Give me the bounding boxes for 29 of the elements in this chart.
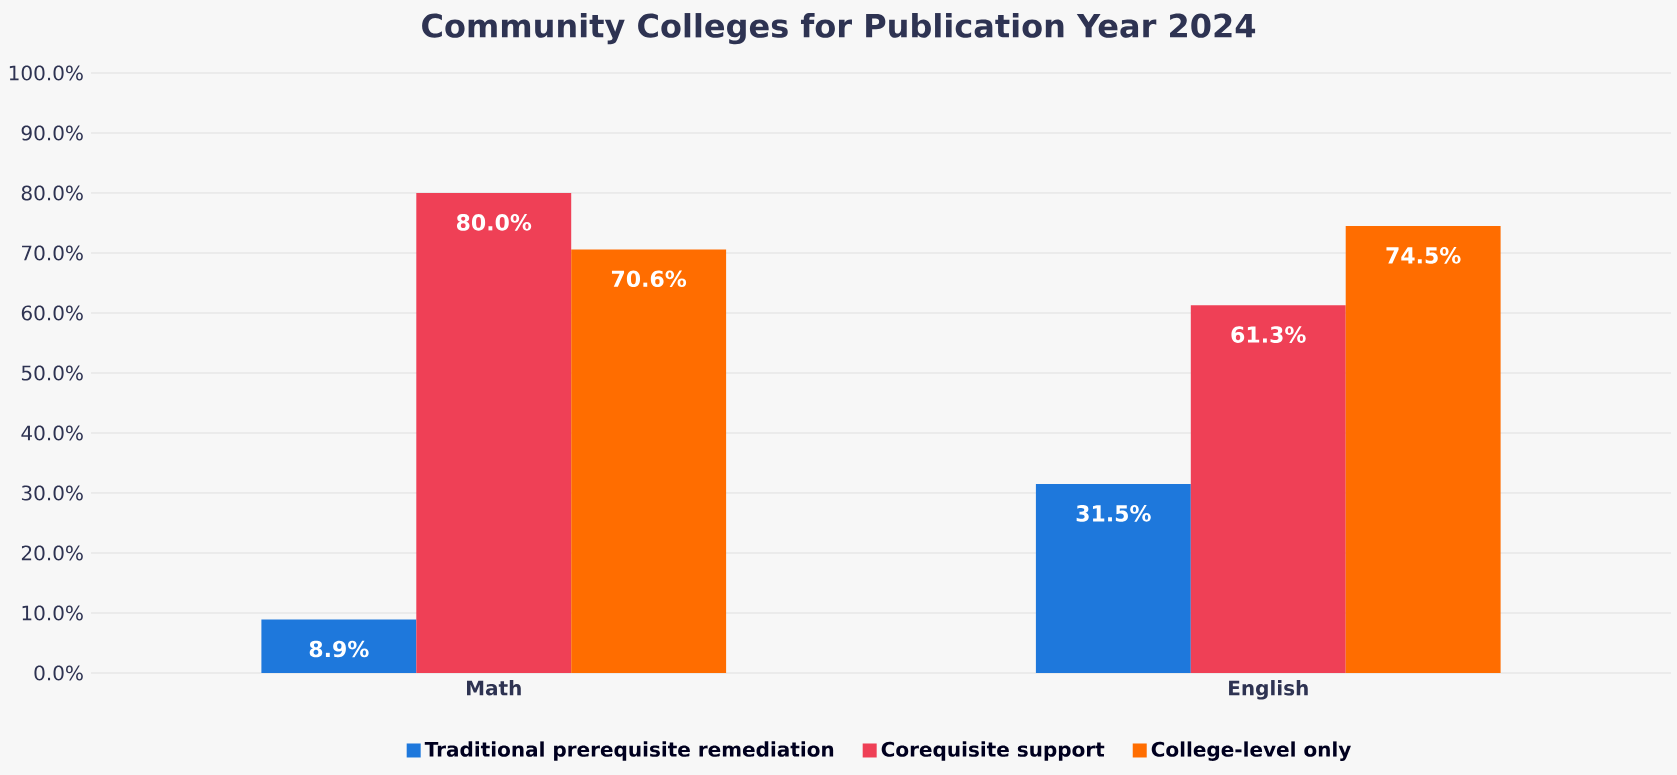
legend-label: College-level only [1151, 741, 1351, 761]
legend-label: Corequisite support [881, 741, 1105, 761]
y-tick-label: 20.0% [21, 545, 83, 561]
bar [571, 249, 727, 673]
data-label: 8.9% [309, 640, 369, 658]
y-tick-label: 90.0% [21, 125, 83, 141]
y-tick-label: 10.0% [22, 605, 83, 621]
y-tick-label: 40.0% [21, 425, 83, 441]
data-label: 31.5% [1076, 505, 1151, 522]
y-tick-label: 80.0% [21, 185, 83, 201]
chart-title: Community Colleges for Publication Year 2024 [422, 13, 1256, 45]
y-tick-label: 60.0% [21, 305, 83, 321]
bar [416, 192, 572, 673]
data-label: 74.5% [1386, 247, 1461, 264]
bar [1035, 483, 1191, 673]
data-label: 80.0% [456, 214, 532, 231]
bar [1345, 225, 1501, 673]
bar [1190, 305, 1346, 673]
data-label: 70.6% [611, 270, 687, 288]
y-tick-label: 70.0% [22, 245, 83, 261]
y-tick-label: 0.0% [34, 665, 83, 681]
y-tick-label: 50.0% [21, 365, 83, 381]
x-tick-label: English [1229, 680, 1308, 700]
bar [261, 619, 417, 673]
x-tick-label: Math [467, 680, 521, 696]
y-tick-label: 30.0% [21, 485, 83, 501]
legend-label: Traditional prerequisite remediation [424, 741, 834, 761]
y-tick-label: 100.0% [9, 65, 83, 81]
data-label: 61.3% [1231, 326, 1306, 343]
